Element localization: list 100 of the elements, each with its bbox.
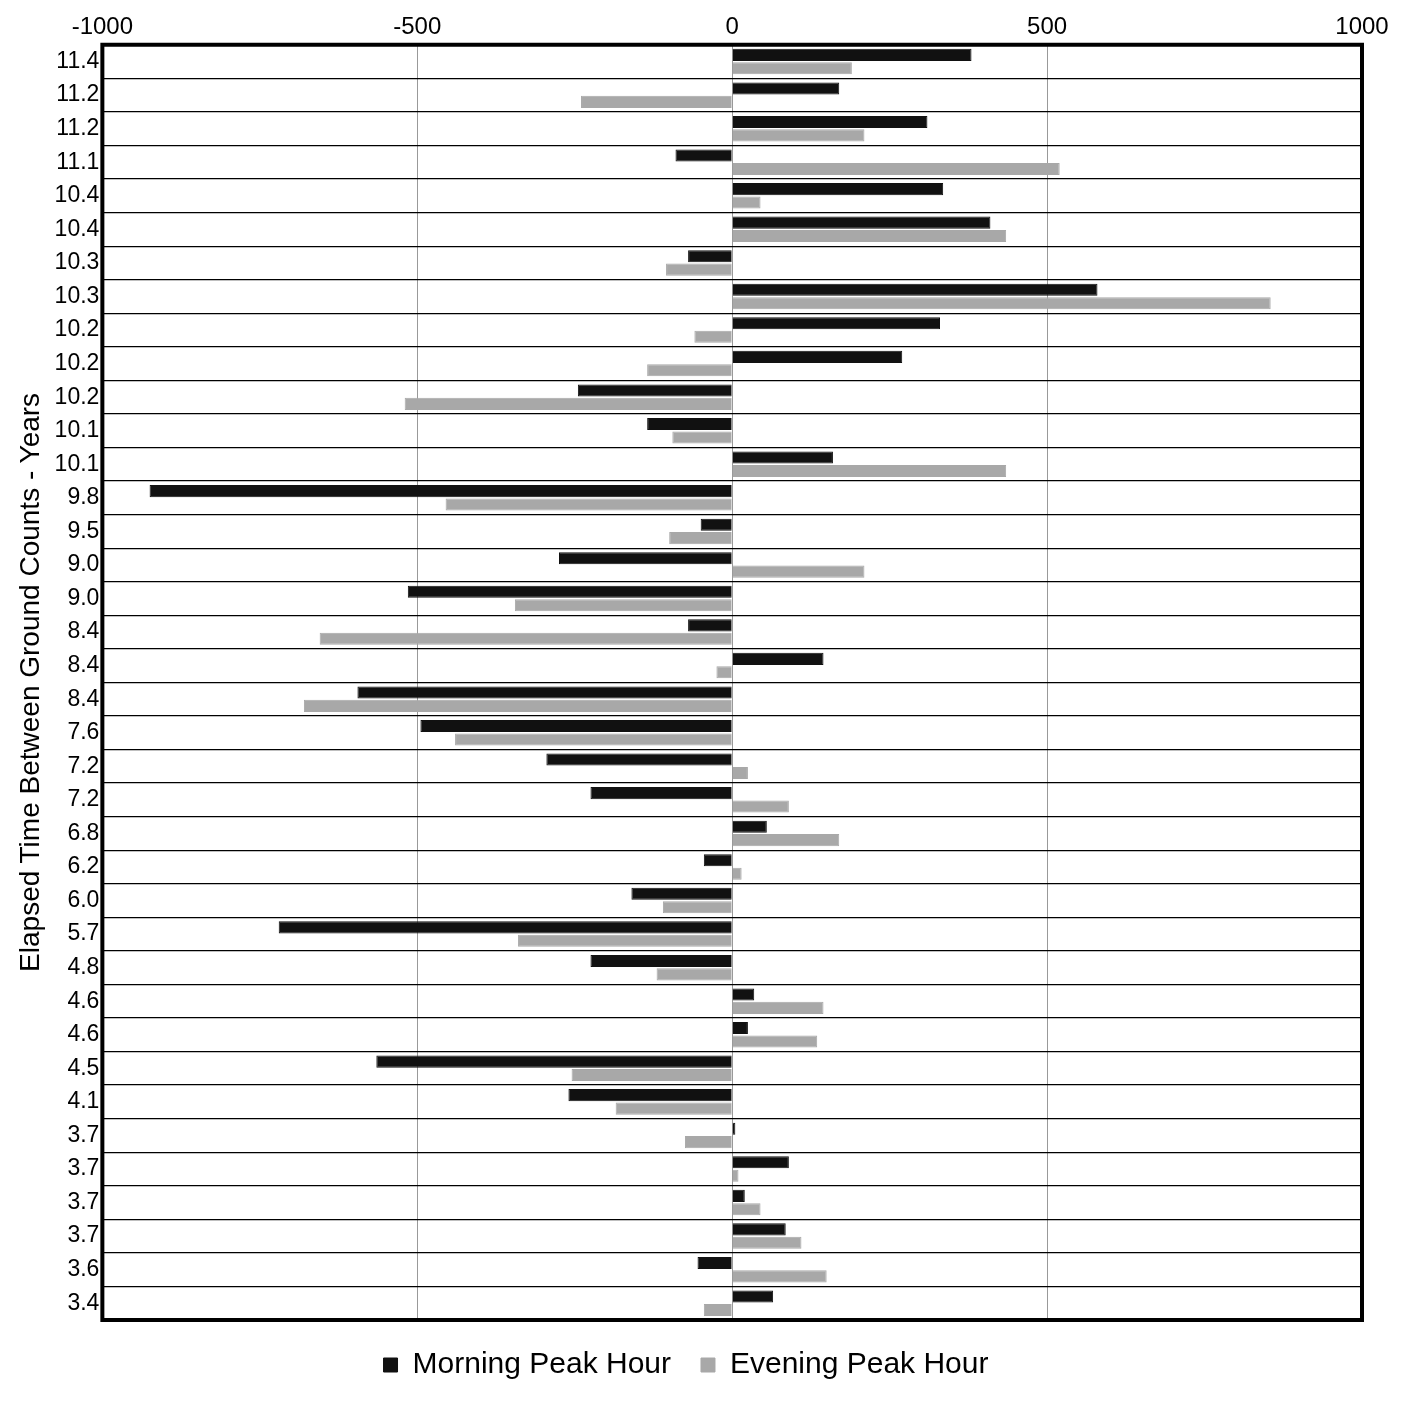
y-tick-label: 3.7 [67,1221,100,1248]
y-tick-label: 9.0 [67,583,100,610]
bar [732,1290,774,1303]
y-tick-label: 3.7 [67,1154,100,1181]
y-tick-label: 10.3 [54,281,100,308]
y-tick-label: 4.6 [67,986,100,1013]
y-tick-label: 4.6 [67,1020,100,1047]
y-axis-title: Elapsed Time Between Ground Counts - Years [13,392,45,972]
bar [732,464,1007,478]
y-tick-label: 10.2 [54,315,100,342]
bar [404,397,732,410]
bar [732,82,840,95]
bar [732,317,941,330]
y-tick-label: 9.8 [67,483,100,510]
y-tick-label: 11.2 [56,80,100,107]
y-tick-label: 11.4 [56,46,100,73]
bar [732,800,789,813]
y-tick-label: 7.6 [67,718,100,745]
y-tick-label: 8.4 [67,650,100,677]
bar [732,216,991,229]
bar [420,719,732,733]
bar [732,62,852,75]
bar [656,968,732,981]
bar [732,129,865,142]
bar [732,1203,761,1216]
bar [631,887,732,900]
x-tick-label: -1000 [71,12,134,40]
y-tick-label: 9.0 [67,550,100,577]
y-tick-label: 8.4 [67,684,100,711]
bar [672,431,732,444]
y-tick-label: 10.3 [54,248,100,275]
bar [455,733,732,746]
y-tick-label: 4.8 [67,952,100,979]
y-tick-label: 6.8 [67,818,100,845]
y-tick-label: 5.7 [67,919,100,946]
bar [357,686,732,699]
x-tick-label: -500 [393,12,442,40]
bar [571,1068,732,1082]
bar [700,518,732,531]
bar [590,787,732,800]
bar [590,954,732,967]
bar [732,230,1007,243]
y-tick-label: 7.2 [67,751,100,778]
bar [732,1223,786,1236]
bar [518,934,732,947]
bar [684,1136,732,1149]
y-tick-label: 3.7 [67,1120,100,1147]
y-tick-label: 10.1 [54,449,100,476]
bar [732,834,840,847]
bar [732,183,944,196]
bar [732,1270,827,1283]
bar [732,1156,789,1169]
bar [581,95,732,108]
bar [732,48,972,61]
legend-label: Morning Peak Hour [412,1346,671,1380]
bar [278,921,732,934]
bar [732,196,761,209]
bar [376,1055,732,1068]
bar [615,1102,732,1115]
bar [675,149,732,162]
bar [732,1001,824,1014]
bar [568,1089,732,1102]
y-tick-label: 11.2 [56,114,100,141]
bar [732,162,1060,176]
y-tick-label: 10.2 [54,382,100,409]
bar [732,1236,802,1249]
bar [647,417,732,431]
bar [407,585,732,598]
bar [732,565,865,578]
bar [732,988,755,1001]
bar [662,901,732,914]
bar [546,753,732,766]
bar [669,532,732,545]
y-tick-label: 9.5 [67,516,100,543]
bar [732,652,824,665]
bar [666,263,732,276]
bar [647,364,732,377]
bar [319,632,732,645]
y-tick-label: 10.2 [54,348,100,375]
bar [732,297,1271,310]
bar [703,1303,732,1316]
y-tick-label: 7.2 [67,785,100,812]
bar [732,1035,818,1048]
y-tick-label: 4.1 [67,1087,100,1114]
bar [732,820,767,833]
x-tick-label: 0 [725,12,739,40]
bar [697,1256,732,1269]
y-tick-label: 11.1 [56,147,100,174]
y-tick-label: 8.4 [67,617,100,644]
x-tick-label: 500 [1027,12,1068,40]
bar [688,250,732,263]
bar [558,552,732,565]
y-tick-label: 3.6 [67,1255,100,1282]
y-tick-label: 6.2 [67,852,100,879]
y-tick-label: 3.7 [67,1187,100,1214]
bar [694,330,732,343]
bar [732,451,833,464]
bar [577,384,732,397]
y-tick-label: 6.0 [67,885,100,912]
y-tick-label: 10.4 [54,181,100,208]
